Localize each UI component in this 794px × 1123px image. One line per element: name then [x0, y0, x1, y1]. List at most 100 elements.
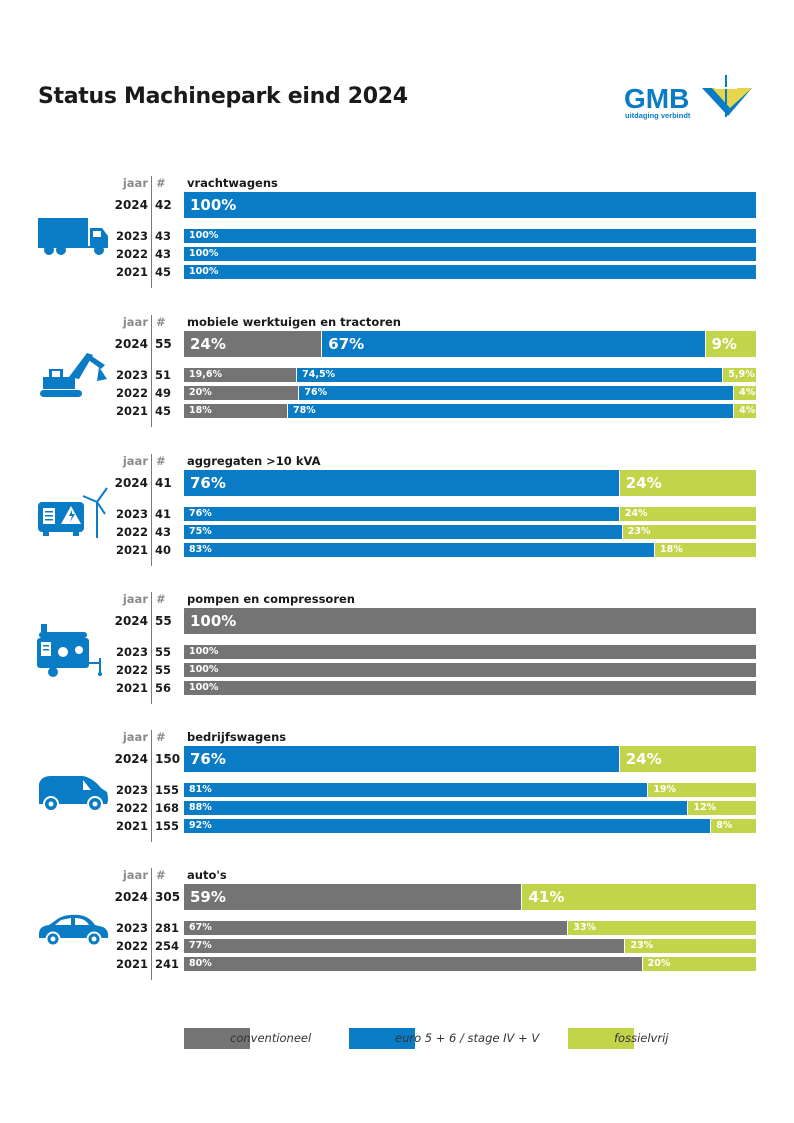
bar-segment-foss: 19% [647, 783, 756, 797]
row-count: 49 [155, 386, 172, 400]
row-count: 43 [155, 247, 172, 261]
bar-label: 100% [190, 612, 237, 630]
bar-label: 20% [647, 958, 671, 969]
row-count: 43 [155, 525, 172, 539]
bar-segment-conv: 100% [184, 608, 756, 634]
group-0: jaar # vrachtwagens 2024 42 100% 2023 43 100% 202… [0, 171, 794, 295]
bar-row: 2023 55 100% [0, 645, 794, 659]
bar-row: 2021 155 92% 8% [0, 819, 794, 833]
row-count: 150 [155, 752, 181, 766]
column-divider [151, 592, 152, 704]
bar-label: 100% [189, 664, 219, 675]
row-year: 2021 [115, 819, 148, 833]
bar-segment-euro: 81% [184, 783, 648, 797]
stacked-bar: 76% 24% [184, 746, 756, 772]
bar-label: 81% [189, 784, 212, 795]
stacked-bar: 76% 24% [184, 507, 756, 521]
column-header-count: # [156, 730, 166, 744]
row-count: 56 [155, 681, 172, 695]
bar-label: 20% [189, 387, 212, 398]
stacked-bar: 100% [184, 247, 756, 261]
bar-row: 2024 55 24% 67% 9% [0, 331, 794, 357]
bar-label: 67% [328, 335, 365, 353]
bar-label: 24% [190, 335, 226, 353]
column-divider [151, 868, 152, 980]
bar-segment-foss: 24% [618, 507, 756, 521]
group-title: pompen en compressoren [187, 592, 355, 606]
bar-label: 76% [189, 508, 212, 519]
bar-row: 2021 45 100% [0, 265, 794, 279]
bar-row: 2022 49 20% 76% 4% [0, 386, 794, 400]
column-header-year: jaar [122, 454, 148, 468]
row-year: 2022 [115, 801, 148, 815]
bar-label: 78% [292, 405, 316, 416]
bar-label: 9% [711, 335, 737, 353]
stacked-bar: 24% 67% 9% [184, 331, 756, 357]
bar-row: 2024 305 59% 41% [0, 884, 794, 910]
truck-icon [38, 218, 108, 255]
row-count: 41 [155, 507, 172, 521]
bar-segment-euro: 100% [184, 265, 756, 279]
bar-label: 92% [189, 820, 212, 831]
bar-label: 100% [189, 682, 219, 693]
group-5: jaar # auto's 2024 305 59% 41% 2023 281 67% 33% 202… [0, 863, 794, 987]
bar-row: 2022 43 75% 23% [0, 525, 794, 539]
stacked-bar: 100% [184, 681, 756, 695]
bar-row: 2023 281 67% 33% [0, 921, 794, 935]
bar-label: 100% [189, 248, 219, 259]
group-2: jaar # aggregaten >10 kVA 2024 41 76% 24% 2023 4… [0, 449, 794, 573]
bar-row: 2024 55 100% [0, 608, 794, 634]
bar-label: 4% [739, 387, 756, 398]
column-header-count: # [156, 315, 166, 329]
column-header-year: jaar [122, 315, 148, 329]
bar-segment-conv: 59% [184, 884, 522, 910]
bar-row: 2022 43 100% [0, 247, 794, 261]
group-4: jaar # bedrijfswagens 2024 150 76% 24% 2023 155 8… [0, 725, 794, 849]
bar-label: 18% [660, 544, 683, 555]
column-divider [151, 730, 152, 842]
bar-row: 2021 45 18% 78% 4% [0, 404, 794, 418]
row-count: 155 [155, 819, 180, 833]
bar-label: 74,5% [302, 369, 336, 380]
stacked-bar: 59% 41% [184, 884, 756, 910]
column-header-year: jaar [122, 868, 148, 882]
compressor-icon [37, 624, 102, 677]
bar-segment-foss: 23% [621, 525, 756, 539]
row-count: 305 [155, 890, 181, 904]
row-count: 55 [155, 645, 172, 659]
van-icon [39, 776, 108, 812]
stacked-bar: 88% 12% [184, 801, 756, 815]
row-count: 41 [155, 476, 172, 490]
legend-swatch-conventioneel [184, 1028, 250, 1049]
bar-label: 8% [716, 820, 733, 831]
svg-text:GMB: GMB [624, 83, 689, 114]
row-count: 43 [155, 229, 172, 243]
row-year: 2023 [115, 368, 148, 382]
legend-swatch-euro [349, 1028, 415, 1049]
row-count: 254 [155, 939, 180, 953]
bar-label: 80% [189, 958, 212, 969]
row-count: 42 [155, 198, 172, 212]
bar-row: 2023 41 76% 24% [0, 507, 794, 521]
legend-label: fossielvrij [614, 1031, 669, 1045]
stacked-bar: 92% 8% [184, 819, 756, 833]
bar-segment-foss: 33% [567, 921, 756, 935]
bar-segment-euro: 92% [184, 819, 711, 833]
excavator-icon [40, 353, 107, 397]
column-header-year: jaar [122, 592, 148, 606]
group-title: vrachtwagens [187, 176, 278, 190]
bar-label: 100% [189, 646, 219, 657]
bar-segment-conv: 20% [184, 386, 299, 400]
group-3: jaar # pompen en compressoren 2024 55 100% 202… [0, 587, 794, 711]
bar-segment-euro: 78% [286, 404, 734, 418]
stacked-bar: 100% [184, 265, 756, 279]
row-count: 55 [155, 614, 172, 628]
column-header-count: # [156, 176, 166, 190]
bar-segment-foss: 18% [654, 543, 756, 557]
bar-label: 23% [630, 940, 654, 951]
bar-row: 2023 155 81% 19% [0, 783, 794, 797]
bar-label: 75% [189, 526, 212, 537]
bar-segment-conv: 100% [184, 645, 756, 659]
bar-label: 100% [189, 266, 219, 277]
stacked-bar: 18% 78% 4% [184, 404, 756, 418]
